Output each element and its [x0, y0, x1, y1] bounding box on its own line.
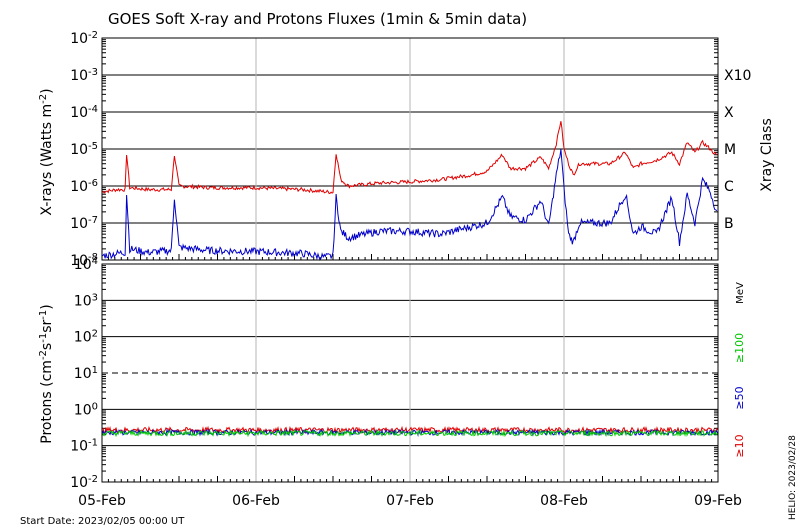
- x-tick-label: 05-Feb: [78, 493, 126, 509]
- proton-legend-50: ≥50: [733, 386, 746, 409]
- x-tick-label: 09-Feb: [694, 493, 742, 509]
- y-tick-label: 10-7: [70, 215, 98, 233]
- xray-plot-frame: [101, 37, 719, 261]
- proton-y-axis-label: Protons (cm-2s-1sr-1): [38, 304, 56, 443]
- proton-vertical-gridlines: [107, 264, 713, 482]
- xray-class-C: C: [724, 179, 734, 195]
- y-tick-label: 10-5: [70, 141, 98, 159]
- figure-title: GOES Soft X-ray and Protons Fluxes (1min…: [108, 10, 527, 28]
- y-tick-label: 100: [74, 401, 98, 419]
- proton-unit-label: MeV: [735, 282, 746, 304]
- proton-panel: 10-2 10-1 100 101 102 103 104 Protons (cm-2s-1…: [38, 256, 747, 492]
- y-tick-label: 10-4: [70, 104, 98, 122]
- proton-legend-10: ≥10: [733, 434, 746, 457]
- xray-class-B: B: [724, 216, 734, 232]
- x-tick-label: 08-Feb: [540, 493, 588, 509]
- proton-plot-frame: [101, 263, 719, 483]
- x-axis-tick-labels: 05-Feb 06-Feb 07-Feb 08-Feb 09-Feb: [78, 493, 742, 509]
- xray-long-line: [101, 121, 718, 195]
- xray-panel: 10-8 10-7 10-6 10-5 10-4 10-3 10-2 B C M X X10 Xra…: [38, 30, 776, 270]
- xray-right-axis-title: Xray Class: [759, 118, 775, 192]
- start-date-label: Start Date: 2023/02/05 00:00 UT: [20, 516, 185, 527]
- x-tick-label: 06-Feb: [232, 493, 280, 509]
- y-tick-label: 10-2: [70, 474, 98, 492]
- xray-y-tick-labels: 10-8 10-7 10-6 10-5 10-4 10-3 10-2: [70, 30, 98, 270]
- y-tick-label: 102: [74, 328, 98, 346]
- proton-series-lines: [101, 425, 719, 438]
- xray-class-labels: B C M X X10: [724, 68, 751, 232]
- xray-series-lines: [101, 121, 718, 261]
- y-tick-label: 10-1: [70, 437, 98, 455]
- y-tick-label: 10-3: [70, 67, 98, 85]
- side-stamp: HELIO: 2023/02/28: [788, 435, 798, 520]
- xray-class-X: X: [724, 105, 734, 121]
- proton-p100-line: [101, 429, 719, 438]
- y-tick-label: 101: [74, 365, 98, 383]
- x-tick-label: 07-Feb: [386, 493, 434, 509]
- y-tick-label: 10-2: [70, 30, 98, 48]
- xray-class-M: M: [724, 142, 736, 158]
- proton-p10-line: [101, 425, 719, 435]
- y-tick-label: 103: [74, 292, 98, 310]
- y-tick-label: 10-6: [70, 178, 98, 196]
- xray-class-X10: X10: [724, 68, 751, 84]
- xray-short-line: [101, 149, 718, 261]
- y-tick-label: 104: [74, 256, 98, 274]
- proton-y-tick-labels: 10-2 10-1 100 101 102 103 104: [70, 256, 98, 492]
- proton-legend-100: ≥100: [733, 333, 746, 363]
- y-tick-label: 10-8: [70, 252, 98, 270]
- xray-y-axis-label: X-rays (Watts m-2): [38, 88, 56, 215]
